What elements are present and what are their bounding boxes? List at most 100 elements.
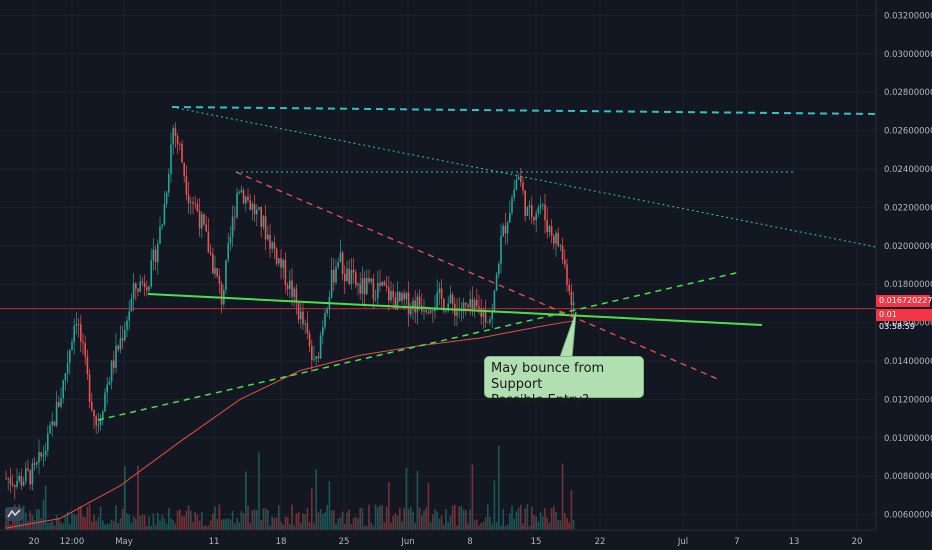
volume-bar [62,523,64,530]
volume-bar [546,517,548,530]
volume-bar [135,518,137,530]
volume-bar [234,523,236,530]
candle-body [425,310,427,313]
candle-body [326,309,328,314]
time-axis[interactable]: 20 12:00 May 11 18 25 Jun 8 15 22 Jul 7 13 20 [0,529,932,550]
candle-body [313,358,315,360]
candle-body [187,194,190,203]
annotation-callout[interactable]: May bounce from Support Possible Entry? [484,356,644,408]
candle-body [359,283,361,294]
volume-bar [396,515,399,530]
candle-body [445,310,447,312]
candle-body [229,236,232,244]
volume-bar [557,519,559,530]
candle-body [427,312,430,313]
volume-bar [370,522,372,530]
volume-bar [504,525,507,530]
volume-bar [469,509,471,530]
volume-bar [181,516,183,530]
volume-bar [555,511,557,530]
price-tick-label: 0.0300000000 [884,50,932,60]
volume-bar [128,514,130,530]
candle-body [542,204,544,206]
volume-bar [236,518,238,530]
volume-bar [416,471,419,530]
time-tick-label: 7 [734,537,739,547]
volume-bar [526,504,529,530]
candle-body [245,196,247,204]
volume-bar [487,504,489,530]
volume-bar [566,517,568,530]
volume-bar [308,522,311,530]
volume-bar [383,522,386,530]
volume-bar [73,514,75,530]
price-axis[interactable]: 0.0320000000 0.0300000000 0.0280000000 0.02… [875,0,932,550]
price-tick-label: 0.0240000000 [884,165,932,175]
volume-bar [284,516,287,530]
candle-body [522,182,524,191]
volume-bar [214,506,216,530]
candle-body [394,297,397,310]
volume-bar [432,514,434,530]
candle-body [86,356,89,374]
tradingview-logo-icon[interactable] [5,507,23,521]
candle-body [526,207,529,216]
volume-bar [212,513,214,530]
volume-bar [143,515,146,530]
volume-bar [489,516,491,530]
volume-bar [434,509,436,530]
candle-body [9,478,12,484]
candle-body [350,269,353,284]
volume-bar [324,512,326,530]
candle-body [396,292,399,310]
volume-bar [339,516,342,530]
volume-bar [311,488,313,530]
volume-bar [84,517,86,530]
candle-body [161,224,163,227]
volume-bar [346,512,348,530]
candle-body [330,269,333,298]
candle-body [289,280,291,289]
volume-bar [524,508,526,530]
volume-bar [137,465,139,530]
candle-body [253,203,256,215]
volume-bar [183,516,185,530]
candle-body [553,235,555,244]
volume-bar [203,525,205,530]
volume-bar [454,504,456,530]
candle-body [196,204,199,212]
candle-body [216,268,218,277]
candle-body [555,232,557,244]
candle-body [317,356,320,359]
volume-bar [559,520,562,530]
candle-body [150,260,152,287]
candle-body [392,290,394,298]
volume-bar [440,515,443,530]
volume-bar [198,520,201,530]
candle-body [352,269,355,273]
candle-body [124,329,126,341]
volume-bar [425,507,427,530]
candle-body [38,452,40,463]
candle-body [128,311,130,321]
candle-body [126,320,128,330]
volume-bar [106,523,108,530]
volume-bar [407,509,410,530]
candle-body [60,398,62,407]
volume-bar [11,513,14,530]
candle-body [183,162,185,177]
volume-bar [467,523,469,530]
candle-body [410,309,412,315]
candle-body [49,425,51,434]
candle-body [478,306,480,309]
chart-grid [0,0,876,530]
volume-bar [269,525,271,530]
candle-body [416,296,419,313]
candle-body [517,176,520,180]
volume-bar [271,516,273,530]
candle-body [537,207,540,214]
candle-body [568,284,570,292]
volume-bar [388,482,390,530]
candle-body [205,224,207,232]
